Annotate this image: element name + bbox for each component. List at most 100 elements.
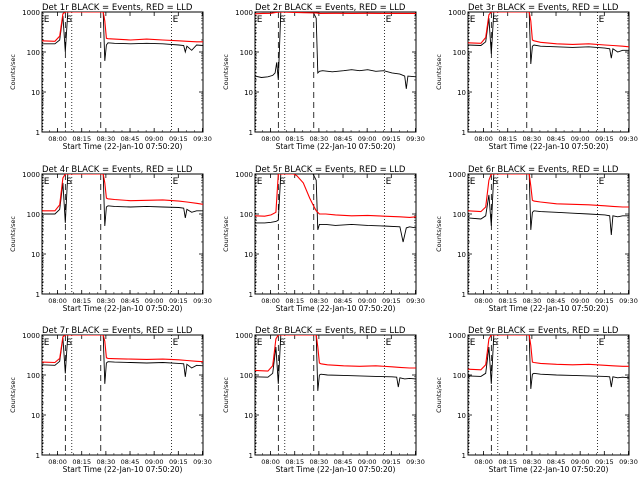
lld-series-line — [468, 174, 629, 213]
y-tick-label: 100 — [240, 372, 253, 380]
marker-label: S — [279, 338, 285, 348]
x-tick-label: 09:00 — [145, 458, 164, 466]
detector-panel: Det 3r BLACK = Events, RED = LLD 1 10 100 10… — [435, 3, 638, 151]
panel-title: Det 9r BLACK = Events, RED = LLD — [468, 326, 619, 336]
y-tick-label: 1000 — [448, 171, 466, 179]
marker-label: S — [66, 15, 72, 25]
events-series-line — [468, 335, 629, 389]
detector-panel: Det 9r BLACK = Events, RED = LLD 1 10 100 10… — [435, 326, 638, 474]
x-tick-label: 09:15 — [169, 135, 188, 143]
y-tick-label: 1000 — [235, 171, 253, 179]
panel-title: Det 2r BLACK = Events, RED = LLD — [255, 3, 406, 13]
plot-frame — [467, 334, 630, 456]
detector-panel: Det 4r BLACK = Events, RED = LLD 1 10 100 10… — [9, 165, 212, 313]
y-tick-label: 100 — [453, 49, 466, 57]
panel-title: Det 7r BLACK = Events, RED = LLD — [42, 326, 193, 336]
y-tick-label: 10 — [244, 251, 253, 259]
panel-title: Det 6r BLACK = Events, RED = LLD — [468, 165, 619, 175]
plot-frame — [41, 11, 204, 133]
panel-title: Det 8r BLACK = Events, RED = LLD — [255, 326, 406, 336]
x-tick-label: 08:00 — [474, 458, 493, 466]
marker-label: E — [599, 177, 605, 187]
x-axis-label: Start Time (22-Jan-10 07:50:20) — [63, 465, 183, 474]
marker-label: E — [386, 15, 392, 25]
lld-series-line — [255, 335, 416, 372]
x-tick-label: 09:30 — [193, 458, 212, 466]
y-axis-label: Counts/sec — [9, 216, 17, 252]
events-series-line — [42, 174, 203, 227]
plot-frame — [254, 173, 417, 295]
y-axis-label: Counts/sec — [222, 54, 230, 90]
x-tick-label: 08:45 — [121, 135, 140, 143]
x-axis-label: Start Time (22-Jan-10 07:50:20) — [276, 465, 396, 474]
x-axis-label: Start Time (22-Jan-10 07:50:20) — [489, 142, 609, 151]
x-tick-label: 08:45 — [121, 297, 140, 305]
x-tick-label: 08:15 — [285, 297, 304, 305]
marker-label: E — [599, 338, 605, 348]
y-axis-label: Counts/sec — [435, 216, 443, 252]
marker-label: E — [257, 338, 263, 348]
panel-title: Det 4r BLACK = Events, RED = LLD — [42, 165, 193, 175]
y-tick-label: 1000 — [22, 9, 40, 17]
y-tick-label: 100 — [27, 372, 40, 380]
panel-title: Det 5r BLACK = Events, RED = LLD — [255, 165, 406, 175]
marker-label: E — [173, 15, 179, 25]
x-tick-label: 08:15 — [498, 297, 517, 305]
x-tick-label: 09:00 — [358, 458, 377, 466]
lld-series-line — [468, 12, 629, 48]
x-tick-label: 08:15 — [285, 135, 304, 143]
marker-label: E — [173, 177, 179, 187]
x-tick-label: 08:30 — [310, 458, 329, 466]
lld-series-line — [255, 174, 416, 218]
events-series-line — [468, 12, 629, 65]
x-tick-label: 08:15 — [498, 458, 517, 466]
plot-frame — [467, 11, 630, 133]
x-tick-label: 09:15 — [382, 458, 401, 466]
x-tick-label: 09:30 — [406, 297, 425, 305]
y-axis-label: Counts/sec — [222, 377, 230, 413]
x-tick-label: 08:45 — [334, 458, 353, 466]
y-tick-label: 1000 — [235, 332, 253, 340]
x-tick-label: 08:15 — [498, 135, 517, 143]
x-tick-label: 09:15 — [595, 297, 614, 305]
x-tick-label: 08:45 — [547, 297, 566, 305]
x-tick-label: 09:30 — [619, 458, 638, 466]
events-series-line — [42, 12, 203, 61]
detector-panel: Det 7r BLACK = Events, RED = LLD 1 10 100 10… — [9, 326, 212, 474]
x-tick-label: 08:45 — [547, 458, 566, 466]
y-tick-label: 1 — [249, 452, 253, 460]
x-tick-label: 09:00 — [358, 135, 377, 143]
y-tick-label: 100 — [27, 49, 40, 57]
x-tick-label: 09:00 — [571, 135, 590, 143]
x-axis-label: Start Time (22-Jan-10 07:50:20) — [63, 142, 183, 151]
x-tick-label: 08:30 — [310, 297, 329, 305]
x-axis-label: Start Time (22-Jan-10 07:50:20) — [276, 304, 396, 313]
marker-label: E — [173, 338, 179, 348]
y-tick-label: 1000 — [448, 332, 466, 340]
detector-panel: Det 1r BLACK = Events, RED = LLD 1 10 100 10… — [9, 3, 212, 151]
marker-label: E — [386, 338, 392, 348]
marker-label: E — [470, 15, 476, 25]
y-tick-label: 10 — [31, 412, 40, 420]
x-tick-label: 09:15 — [595, 458, 614, 466]
y-axis-label: Counts/sec — [9, 377, 17, 413]
x-tick-label: 08:00 — [48, 135, 67, 143]
x-tick-label: 09:30 — [406, 135, 425, 143]
x-tick-label: 09:00 — [145, 297, 164, 305]
x-tick-label: 08:45 — [547, 135, 566, 143]
plot-frame — [41, 173, 204, 295]
events-series-line — [255, 12, 416, 89]
marker-label: S — [492, 338, 498, 348]
plot-frame — [467, 173, 630, 295]
panel-title: Det 3r BLACK = Events, RED = LLD — [468, 3, 619, 13]
x-tick-label: 08:45 — [121, 458, 140, 466]
y-tick-label: 1 — [462, 291, 466, 299]
marker-label: E — [257, 15, 263, 25]
y-tick-label: 100 — [27, 211, 40, 219]
x-tick-label: 09:15 — [169, 458, 188, 466]
x-tick-label: 08:15 — [72, 297, 91, 305]
y-tick-label: 10 — [457, 89, 466, 97]
x-tick-label: 09:15 — [595, 135, 614, 143]
plot-frame — [254, 334, 417, 456]
y-tick-label: 1 — [36, 452, 40, 460]
